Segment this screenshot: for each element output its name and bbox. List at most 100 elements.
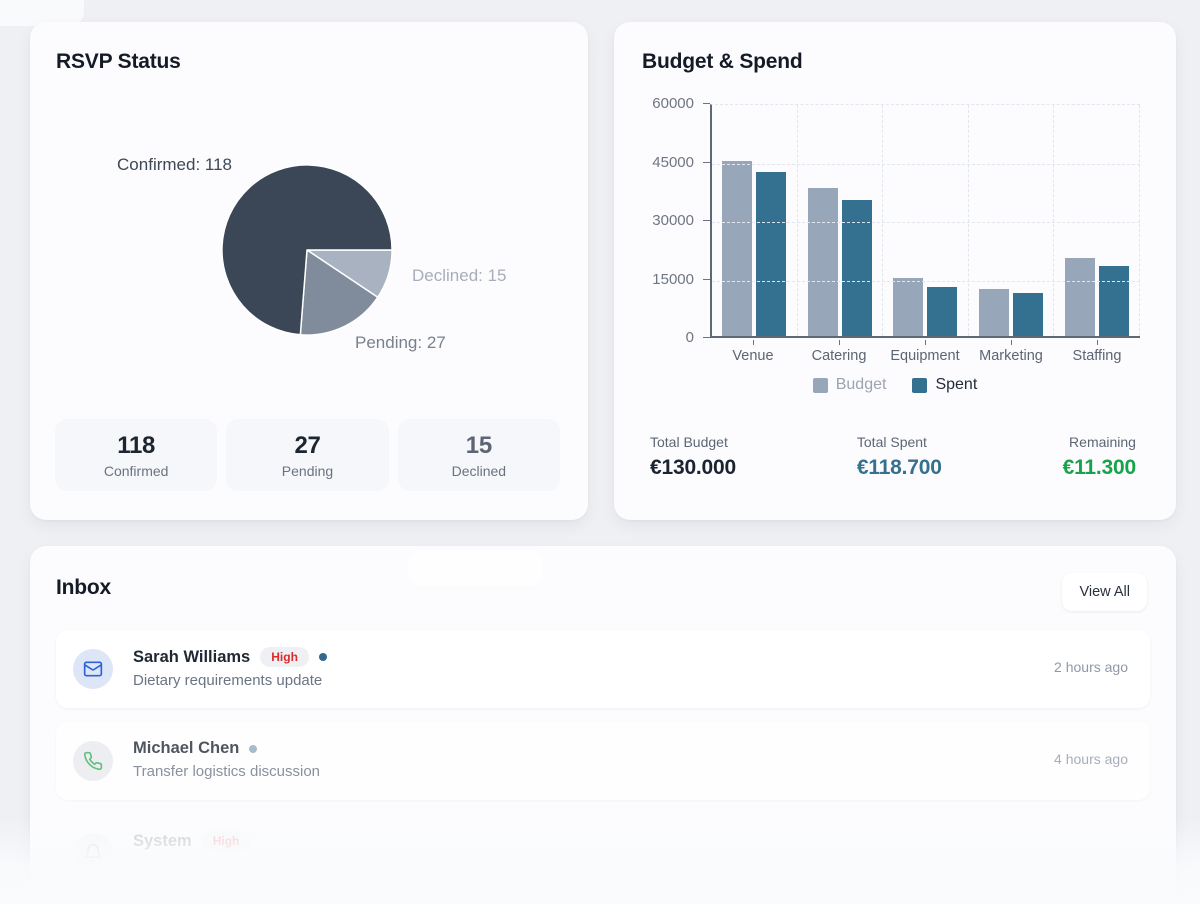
sender-name: Michael Chen (133, 739, 240, 757)
stat-box-confirmed: 118 Confirmed (55, 419, 218, 491)
budget-card-title: Budget & Spend (642, 50, 803, 73)
rsvp-status-card: RSVP Status Confirmed: 118 Declined: 15 … (30, 22, 588, 520)
bar-spent-staffing (1098, 265, 1129, 336)
total-budget-value: €130.000 (650, 456, 736, 479)
total-budget: Total Budget €130.000 (650, 434, 736, 480)
stat-box-declined: 15 Declined (397, 419, 560, 491)
sender-name: System (133, 831, 192, 850)
inbox-item-michael-chen[interactable]: Michael Chen Transfer logistics discussi… (56, 722, 1150, 800)
budget-totals-row: Total Budget €130.000 Total Spent €118.7… (650, 434, 1136, 480)
cut-off-top-element (0, 0, 84, 26)
x-axis-label-venue: Venue (710, 340, 796, 364)
inbox-item-sarah-williams[interactable]: Sarah Williams High Dietary requirements… (56, 630, 1150, 708)
inbox-list: Sarah Williams High Dietary requirements… (56, 630, 1150, 892)
x-axis-label-equipment: Equipment (882, 340, 968, 364)
rsvp-pie-chart-area[interactable] (220, 163, 394, 337)
stat-value-confirmed: 118 (117, 431, 156, 459)
stat-value-pending: 27 (294, 431, 321, 459)
rsvp-pie-chart (221, 164, 393, 336)
legend-label-budget: Budget (835, 376, 887, 393)
y-axis-label: 30000 (652, 212, 694, 229)
unread-dot (318, 653, 327, 661)
pie-slice-confirmed (221, 164, 393, 336)
message-timestamp: 2 hours ago (1054, 659, 1128, 675)
budget-plot[interactable] (710, 104, 1140, 338)
bar-spent-equipment (927, 286, 958, 336)
y-axis-tick (703, 337, 710, 338)
y-axis-tick (703, 278, 710, 280)
inbox-item-system[interactable]: System High (56, 814, 1150, 892)
gridline-horizontal (712, 222, 1140, 223)
bar-group-staffing (1054, 105, 1140, 336)
legend-item-budget[interactable]: Budget (812, 376, 887, 394)
inbox-title: Inbox (56, 576, 111, 599)
y-axis-label: 0 (685, 329, 694, 346)
stat-label-declined: Declined (451, 462, 507, 479)
y-axis-label: 45000 (652, 153, 694, 171)
budget-y-axis: 0 15000 30000 45000 60000 (614, 22, 710, 362)
item-name-row: System High (133, 814, 1150, 851)
bar-group-marketing (969, 105, 1055, 336)
total-remaining-value: €11.300 (1062, 456, 1137, 479)
phone-icon (73, 741, 113, 781)
view-all-button[interactable]: View All (1062, 573, 1147, 611)
priority-badge: High (201, 831, 251, 851)
gridline-horizontal (712, 280, 1140, 282)
rsvp-card-title: RSVP Status (56, 50, 181, 73)
y-axis-tick (703, 103, 710, 104)
total-spent: Total Spent €118.700 (857, 434, 942, 480)
legend-label-spent: Spent (935, 376, 978, 393)
pie-label-declined: Declined: 15 (412, 266, 507, 285)
mail-icon (73, 649, 113, 689)
message-subject: Dietary requirements update (133, 672, 323, 689)
bar-group-equipment (883, 105, 969, 336)
blurred-ghost-element (408, 550, 543, 586)
y-axis-tick (703, 161, 710, 163)
bar-budget-equipment (893, 277, 924, 336)
bar-budget-staffing (1064, 258, 1095, 336)
message-timestamp: 4 hours ago (1054, 751, 1128, 767)
total-remaining: Remaining €11.300 (1062, 434, 1137, 480)
y-axis-label: 60000 (652, 95, 694, 112)
rsvp-stats-row: 118 Confirmed 27 Pending 15 Declined (55, 419, 560, 491)
stat-box-pending: 27 Pending (226, 419, 389, 491)
y-axis-tick (703, 220, 710, 221)
bar-group-venue (712, 105, 798, 336)
priority-badge: High (260, 647, 309, 667)
total-remaining-label: Remaining (1069, 434, 1136, 450)
pie-slice-pending (299, 249, 379, 336)
bar-spent-venue (756, 172, 787, 336)
budget-x-labels: Venue Catering Equipment Marketing Staffing (710, 340, 1140, 364)
unread-dot (249, 744, 258, 753)
stat-label-pending: Pending (281, 462, 334, 479)
total-budget-label: Total Budget (650, 434, 728, 450)
bar-spent-catering (841, 199, 872, 336)
sender-name: Sarah Williams (133, 647, 251, 666)
bar-budget-marketing (979, 289, 1010, 336)
pie-label-confirmed: Confirmed: 118 (117, 155, 232, 174)
bar-group-catering (798, 105, 884, 336)
total-spent-label: Total Spent (856, 434, 927, 450)
total-spent-value: €118.700 (856, 456, 942, 479)
item-name-row: Sarah Williams High (133, 630, 1150, 667)
inbox-card: Inbox View All Sarah Williams High Dieta… (30, 546, 1176, 904)
budget-legend: Budget Spent (614, 376, 1176, 394)
legend-swatch-budget (812, 377, 828, 393)
x-axis-label-staffing: Staffing (1054, 340, 1140, 364)
pie-label-pending: Pending: 27 (355, 333, 446, 352)
stat-value-declined: 15 (465, 431, 492, 459)
x-axis-label-marketing: Marketing (968, 340, 1054, 364)
legend-item-spent[interactable]: Spent (912, 376, 977, 394)
bar-spent-marketing (1013, 293, 1044, 336)
item-name-row: Michael Chen (133, 722, 1150, 758)
legend-swatch-spent (912, 377, 928, 393)
bar-budget-catering (807, 187, 838, 336)
x-axis-label-catering: Catering (796, 340, 882, 364)
bell-icon (73, 833, 113, 873)
bar-budget-venue (722, 160, 753, 336)
gridline-horizontal (712, 163, 1140, 165)
budget-spend-card: Budget & Spend 0 15000 30000 45000 60000 Ven… (614, 22, 1176, 520)
message-subject: Transfer logistics discussion (133, 763, 321, 780)
y-axis-label: 15000 (652, 270, 694, 288)
stat-label-confirmed: Confirmed (103, 462, 169, 479)
